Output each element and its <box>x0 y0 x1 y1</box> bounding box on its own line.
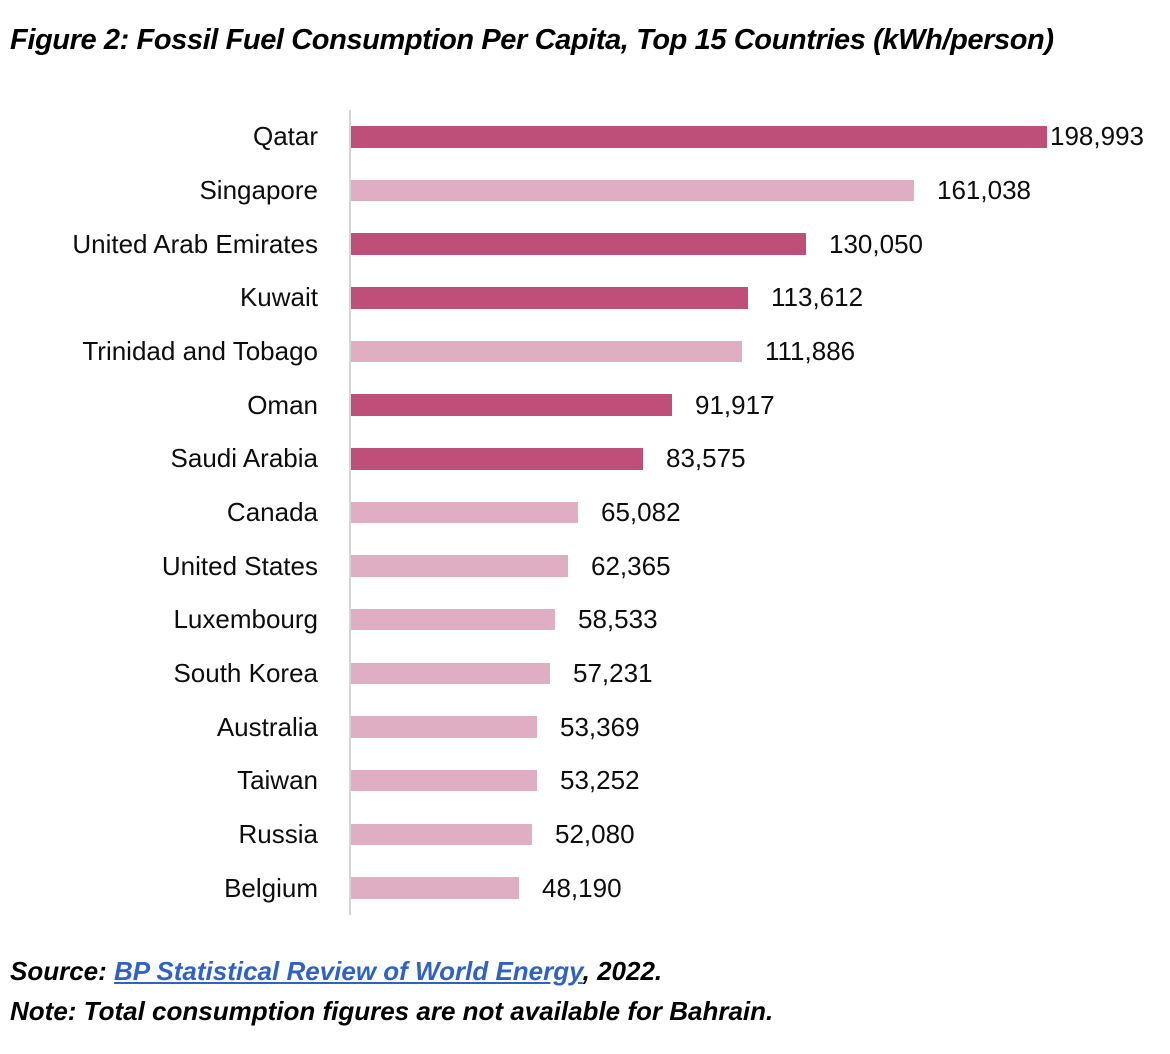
bar <box>350 179 914 202</box>
value-label: 53,369 <box>560 711 640 742</box>
bar <box>350 340 742 363</box>
bar-area: 53,252 <box>350 765 1170 796</box>
source-link[interactable]: BP Statistical Review of World Energy <box>114 955 583 986</box>
category-label: Luxembourg <box>173 604 318 635</box>
value-label: 58,533 <box>578 604 658 635</box>
bar <box>350 555 568 577</box>
chart-row: Luxembourg 58,533 <box>0 593 1170 647</box>
value-label: 198,993 <box>1050 121 1144 152</box>
bar <box>350 662 550 685</box>
chart-row: Trinidad and Tobago 111,886 <box>0 325 1170 379</box>
note-line: Note: Total consumption figures are not … <box>10 996 774 1027</box>
chart-row: Russia 52,080 <box>0 808 1170 862</box>
category-label: Singapore <box>199 174 318 205</box>
bar <box>350 448 643 470</box>
category-label: Qatar <box>252 121 318 152</box>
source-suffix: , 2022. <box>582 955 663 986</box>
chart-row: Belgium 48,190 <box>0 861 1170 915</box>
category-label: Australia <box>216 711 318 742</box>
bar-area: 198,993 <box>350 121 1170 152</box>
value-label: 111,886 <box>765 335 856 366</box>
category-label: Canada <box>226 496 318 527</box>
value-label: 91,917 <box>695 389 775 420</box>
chart-row: Qatar 198,993 <box>0 110 1170 164</box>
bar <box>350 394 672 416</box>
bar <box>350 716 537 738</box>
chart-row: Saudi Arabia 83,575 <box>0 432 1170 486</box>
value-label: 113,612 <box>771 282 864 313</box>
bar <box>350 233 806 255</box>
chart-row: Singapore 161,038 <box>0 164 1170 218</box>
bar <box>350 877 519 899</box>
bar <box>350 608 555 631</box>
chart-row: Australia 53,369 <box>0 700 1170 754</box>
bar-area: 62,365 <box>350 551 1170 582</box>
bar <box>350 823 532 846</box>
bar-area: 113,612 <box>350 282 1170 313</box>
bar-area: 48,190 <box>350 873 1170 904</box>
bar-area: 130,050 <box>350 229 1170 260</box>
value-label: 57,231 <box>573 657 653 688</box>
bar-area: 161,038 <box>350 175 1170 206</box>
category-axis-line <box>349 110 351 915</box>
chart-row: South Korea 57,231 <box>0 647 1170 701</box>
chart-row: United States 62,365 <box>0 539 1170 593</box>
bar-area: 57,231 <box>350 658 1170 689</box>
bar-area: 65,082 <box>350 497 1170 528</box>
value-label: 52,080 <box>555 818 635 849</box>
value-label: 53,252 <box>560 765 640 796</box>
category-label: South Korea <box>173 657 318 688</box>
value-label: 130,050 <box>829 228 923 259</box>
source-prefix: Source: <box>10 955 115 986</box>
value-label: 83,575 <box>666 443 746 474</box>
bar <box>350 501 578 524</box>
chart-row: Taiwan 53,252 <box>0 754 1170 808</box>
category-label: United States <box>161 550 318 581</box>
value-label: 161,038 <box>937 174 1031 205</box>
category-label: Saudi Arabia <box>170 443 318 474</box>
bar-chart: Qatar 198,993 Singapore 161,038 United A… <box>0 110 1170 915</box>
bar-area: 83,575 <box>350 443 1170 474</box>
value-label: 48,190 <box>542 872 622 903</box>
bar-area: 53,369 <box>350 712 1170 743</box>
chart-row: Canada 65,082 <box>0 486 1170 540</box>
bar <box>350 769 537 792</box>
chart-title: Figure 2: Fossil Fuel Consumption Per Ca… <box>10 24 1054 56</box>
bar-area: 58,533 <box>350 604 1170 635</box>
bar-area: 91,917 <box>350 390 1170 421</box>
category-label: Trinidad and Tobago <box>82 335 318 366</box>
chart-row: Oman 91,917 <box>0 378 1170 432</box>
bar-area: 52,080 <box>350 819 1170 850</box>
chart-row: Kuwait 113,612 <box>0 271 1170 325</box>
category-label: Russia <box>238 818 318 849</box>
category-label: Belgium <box>224 872 318 903</box>
bar <box>350 126 1047 148</box>
category-label: Taiwan <box>237 765 318 796</box>
value-label: 65,082 <box>601 496 681 527</box>
figure-footer: Source: BP Statistical Review of World E… <box>10 951 1170 1032</box>
category-label: Kuwait <box>239 282 318 313</box>
chart-row: United Arab Emirates 130,050 <box>0 217 1170 271</box>
bar <box>350 287 748 309</box>
category-label: Oman <box>247 389 318 420</box>
bar-area: 111,886 <box>350 336 1170 367</box>
value-label: 62,365 <box>591 550 671 581</box>
chart-rows: Qatar 198,993 Singapore 161,038 United A… <box>0 110 1170 915</box>
category-label: United Arab Emirates <box>72 228 318 259</box>
source-line: Source: BP Statistical Review of World E… <box>10 951 1170 991</box>
